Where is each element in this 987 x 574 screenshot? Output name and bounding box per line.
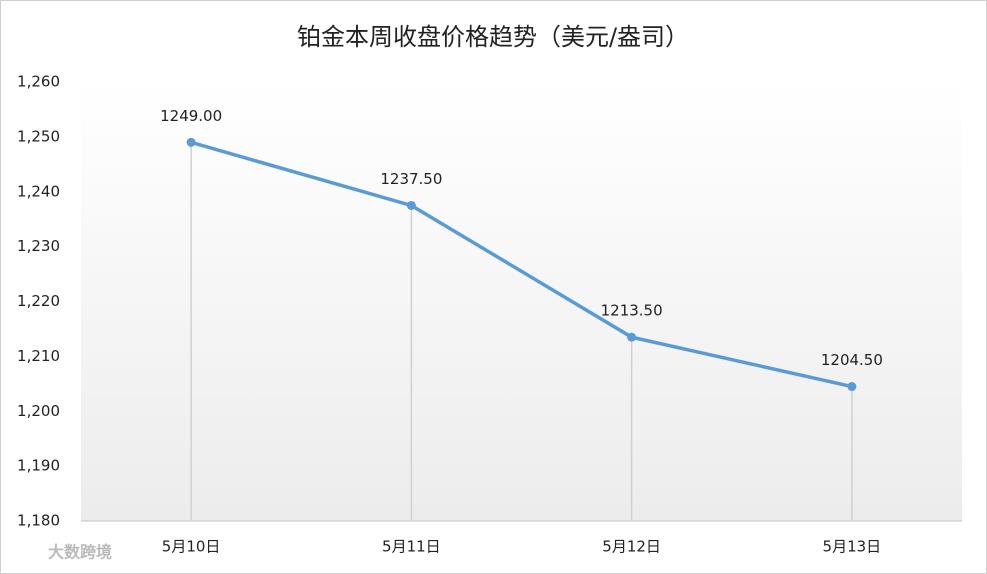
y-tick-label: 1,190 (17, 457, 60, 475)
point (406, 200, 416, 210)
y-tick-label: 1,180 (17, 512, 60, 530)
x-tick-label: 5月11日 (382, 538, 441, 556)
x-tick-label: 5月13日 (823, 538, 882, 556)
y-tick-label: 1,260 (17, 73, 60, 91)
y-tick-label: 1,210 (17, 347, 60, 365)
data-label: 1237.50 (380, 170, 442, 188)
y-tick-label: 1,250 (17, 127, 60, 145)
y-tick-label: 1,200 (17, 402, 60, 420)
chart-title: 铂金本周收盘价格趋势（美元/盎司） (297, 23, 689, 51)
point (627, 332, 637, 342)
plot-area (81, 82, 962, 521)
y-tick-label: 1,220 (17, 292, 60, 310)
data-label: 1249.00 (160, 107, 222, 125)
series-line (190, 140, 853, 389)
point (186, 137, 196, 147)
x-tick-label: 5月10日 (162, 538, 221, 556)
data-label: 1204.50 (821, 351, 883, 369)
y-tick-label: 1,230 (17, 237, 60, 255)
data-label: 1213.50 (601, 302, 663, 320)
y-tick-label: 1,240 (17, 182, 60, 200)
watermark: 大数跨境 (48, 543, 112, 562)
point (847, 382, 857, 392)
x-tick-label: 5月12日 (602, 538, 661, 556)
